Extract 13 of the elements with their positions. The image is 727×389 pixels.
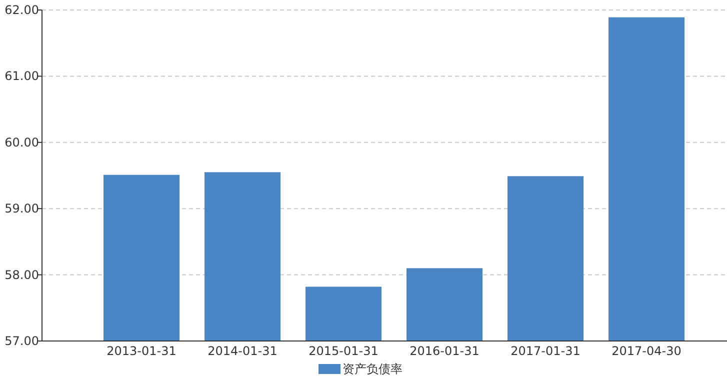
x-tick-label: 2016-01-31 [410,344,480,358]
legend-label: 资产负债率 [342,362,402,376]
y-tick-label: 61.00 [4,69,39,84]
x-tick-label: 2017-01-31 [510,344,580,358]
x-tick-label: 2014-01-31 [208,344,278,358]
x-tick-label: 2015-01-31 [308,344,378,358]
y-tick-label: 58.00 [4,268,39,282]
y-tick-label: 62.00 [4,3,39,17]
y-tick-label: 60.00 [4,135,39,150]
y-tick-label: 57.00 [4,334,39,348]
y-tick-label: 59.00 [4,202,39,216]
x-tick-label: 2013-01-31 [106,344,176,358]
x-tick-label: 2017-04-30 [612,344,682,358]
